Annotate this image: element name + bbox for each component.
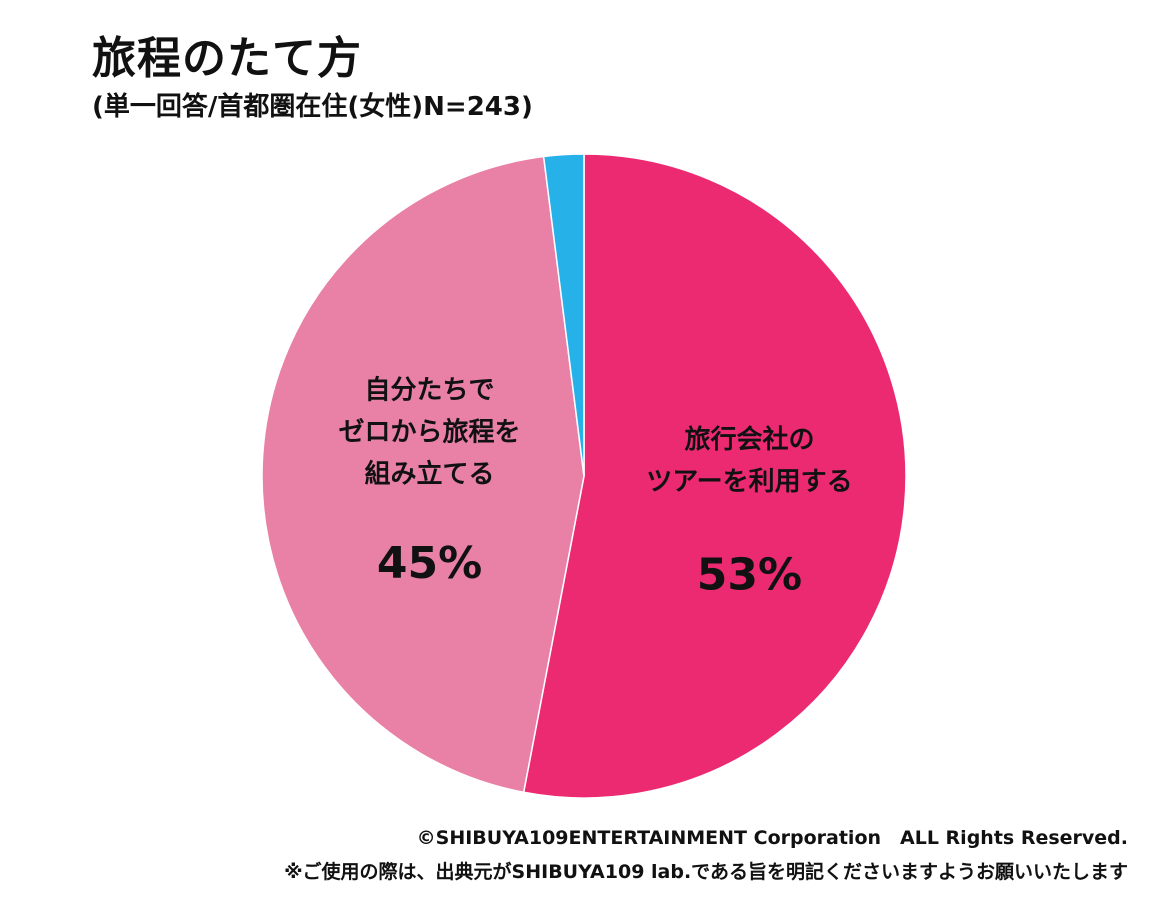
slice-value-1: 45%	[377, 538, 482, 589]
pie-slice-2	[542, 153, 585, 477]
pie-slice-1	[261, 155, 585, 794]
pie-slices	[261, 153, 907, 799]
copyright-text: ©SHIBUYA109ENTERTAINMENT Corporation ALL…	[416, 827, 1128, 849]
usage-notice: ※ご使用の際は、出典元がSHIBUYA109 lab.である旨を明記くださいます…	[284, 861, 1128, 883]
slice-label-1-line-2: 組み立てる	[365, 459, 495, 490]
slice-label-0-line-0: 旅行会社の	[684, 424, 814, 455]
chart-subtitle: (単一回答/首都圏在住(女性)N=243)	[92, 92, 533, 122]
slice-value-0: 53%	[697, 550, 802, 601]
pie-slice-0	[522, 153, 907, 799]
chart-title: 旅程のたて方	[92, 33, 362, 84]
slice-label-1-line-0: 自分たちで	[365, 375, 495, 406]
slice-label-1-line-1: ゼロから旅程を	[339, 418, 521, 448]
slice-label-0-line-1: ツアーを利用する	[646, 467, 852, 497]
